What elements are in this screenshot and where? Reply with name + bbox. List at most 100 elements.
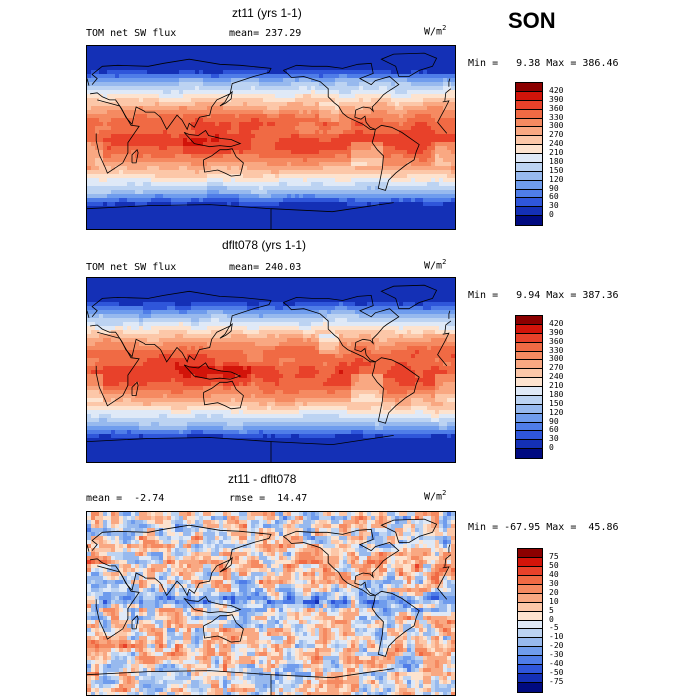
field-cell — [411, 294, 416, 299]
field-cell — [415, 190, 420, 195]
field-cell — [279, 282, 284, 287]
field-cell — [355, 150, 360, 155]
field-cell — [395, 286, 400, 291]
field-cell — [91, 198, 96, 203]
field-cell — [103, 162, 108, 167]
field-cell — [159, 98, 164, 103]
field-cell — [379, 94, 384, 99]
field-cell — [231, 130, 236, 135]
field-cell — [191, 202, 196, 207]
field-cell — [343, 162, 348, 167]
field-cell — [407, 182, 412, 187]
field-cell — [435, 222, 440, 227]
field-cell — [115, 102, 120, 107]
field-cell — [451, 126, 455, 131]
field-cell — [247, 202, 252, 207]
field-cell — [139, 294, 144, 299]
field-cell — [171, 146, 176, 151]
field-cell — [411, 170, 416, 175]
field-cell — [427, 222, 432, 227]
field-cell — [307, 82, 312, 87]
field-cell — [339, 50, 344, 55]
field-cell — [403, 190, 408, 195]
field-cell — [263, 74, 268, 79]
field-cell — [219, 286, 224, 291]
field-cell — [407, 194, 412, 199]
field-cell — [343, 146, 348, 151]
field-cell — [159, 298, 164, 303]
field-cell — [339, 226, 344, 229]
field-cell — [291, 58, 296, 63]
field-cell — [155, 114, 160, 119]
field-cell — [231, 150, 236, 155]
field-cell — [175, 154, 180, 159]
field-cell — [115, 86, 120, 91]
field-cell — [299, 210, 304, 215]
field-cell — [143, 290, 148, 295]
field-cell — [335, 78, 340, 83]
field-cell — [87, 290, 92, 295]
field-cell — [359, 130, 364, 135]
field-cell — [251, 226, 256, 229]
field-cell — [267, 122, 272, 127]
field-cell — [247, 110, 252, 115]
field-cell — [179, 86, 184, 91]
field-cell — [251, 182, 256, 187]
field-cell — [155, 162, 160, 167]
field-cell — [399, 210, 404, 215]
field-cell — [307, 182, 312, 187]
field-cell — [299, 166, 304, 171]
field-cell — [203, 126, 208, 131]
field-cell — [287, 286, 292, 291]
field-cell — [155, 86, 160, 91]
field-cell — [163, 218, 168, 223]
field-cell — [407, 210, 412, 215]
field-cell — [179, 174, 184, 179]
field-cell — [423, 186, 428, 191]
field-cell — [191, 74, 196, 79]
field-cell — [215, 174, 220, 179]
field-cell — [255, 118, 260, 123]
field-cell — [151, 178, 156, 183]
field-cell — [307, 214, 312, 219]
field-cell — [411, 142, 416, 147]
field-cell — [351, 306, 356, 311]
field-cell — [367, 98, 372, 103]
field-cell — [343, 186, 348, 191]
field-cell — [415, 298, 420, 303]
field-cell — [271, 302, 276, 307]
field-cell — [167, 134, 172, 139]
field-cell — [447, 114, 452, 119]
field-cell — [239, 46, 244, 51]
field-cell — [167, 210, 172, 215]
field-cell — [219, 118, 224, 123]
field-cell — [87, 162, 92, 167]
map-panel-1 — [86, 45, 456, 230]
field-cell — [227, 278, 232, 283]
field-cell — [327, 130, 332, 135]
field-cell — [299, 58, 304, 63]
field-cell — [203, 206, 208, 211]
field-cell — [295, 182, 300, 187]
field-cell — [147, 298, 152, 303]
field-cell — [435, 150, 440, 155]
field-cell — [235, 306, 240, 311]
field-cell — [331, 222, 336, 227]
field-cell — [215, 158, 220, 163]
field-cell — [371, 210, 376, 215]
field-cell — [323, 86, 328, 91]
field-cell — [431, 298, 436, 303]
field-cell — [307, 118, 312, 123]
field-cell — [159, 186, 164, 191]
field-cell — [327, 198, 332, 203]
field-cell — [163, 166, 168, 171]
field-cell — [243, 130, 248, 135]
field-cell — [135, 278, 140, 283]
field-cell — [227, 290, 232, 295]
field-cell — [239, 282, 244, 287]
field-cell — [195, 182, 200, 187]
field-cell — [283, 170, 288, 175]
field-cell — [347, 86, 352, 91]
field-cell — [403, 182, 408, 187]
field-cell — [135, 214, 140, 219]
